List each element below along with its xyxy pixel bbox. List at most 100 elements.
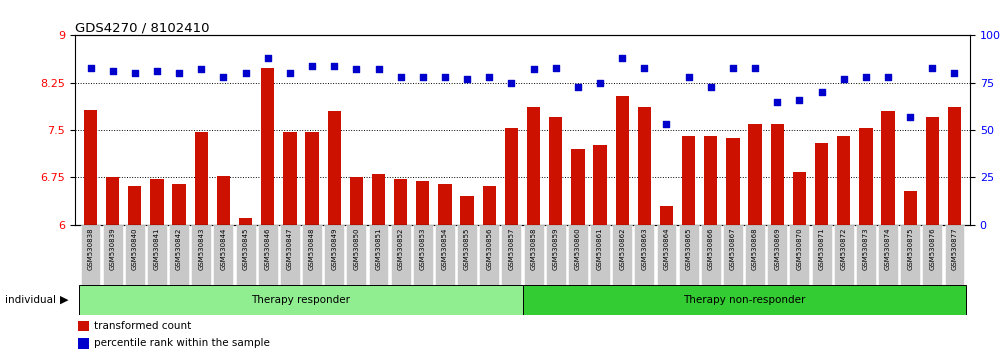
Bar <box>283 132 297 225</box>
Text: GSM530865: GSM530865 <box>686 228 692 270</box>
Point <box>725 65 741 70</box>
Point <box>858 74 874 80</box>
Bar <box>660 206 673 225</box>
Point <box>570 84 586 89</box>
FancyBboxPatch shape <box>125 225 145 285</box>
Bar <box>78 320 89 331</box>
FancyBboxPatch shape <box>634 225 654 285</box>
Point <box>703 84 719 89</box>
Point <box>636 65 652 70</box>
Bar <box>837 136 850 225</box>
FancyBboxPatch shape <box>302 225 322 285</box>
FancyBboxPatch shape <box>324 225 344 285</box>
Bar <box>460 196 474 225</box>
Bar <box>195 132 208 225</box>
Point <box>880 74 896 80</box>
Bar <box>549 117 562 225</box>
FancyBboxPatch shape <box>213 225 233 285</box>
Text: GSM530852: GSM530852 <box>398 228 404 270</box>
Bar <box>571 149 585 225</box>
Point <box>526 67 542 72</box>
Bar <box>261 68 274 225</box>
Point <box>149 69 165 74</box>
Point <box>83 65 99 70</box>
Point <box>924 65 940 70</box>
FancyBboxPatch shape <box>789 225 809 285</box>
Text: GSM530856: GSM530856 <box>486 228 492 270</box>
FancyBboxPatch shape <box>590 225 610 285</box>
Text: GSM530842: GSM530842 <box>176 228 182 270</box>
FancyBboxPatch shape <box>280 225 300 285</box>
FancyBboxPatch shape <box>856 225 876 285</box>
Bar <box>328 111 341 225</box>
Bar <box>79 285 522 315</box>
Text: GSM530876: GSM530876 <box>929 228 935 270</box>
Point <box>393 74 409 80</box>
FancyBboxPatch shape <box>346 225 366 285</box>
Text: GSM530872: GSM530872 <box>841 228 847 270</box>
Text: GSM530863: GSM530863 <box>641 228 647 270</box>
FancyBboxPatch shape <box>147 225 167 285</box>
Bar <box>438 184 452 225</box>
Bar <box>394 179 407 225</box>
Bar <box>527 107 540 225</box>
Text: GSM530860: GSM530860 <box>575 228 581 270</box>
Point <box>681 74 697 80</box>
Text: GSM530840: GSM530840 <box>132 228 138 270</box>
FancyBboxPatch shape <box>945 225 964 285</box>
Bar <box>948 107 961 225</box>
Point <box>171 70 187 76</box>
FancyBboxPatch shape <box>258 225 278 285</box>
Point <box>260 55 276 61</box>
Bar <box>638 107 651 225</box>
Point <box>614 55 630 61</box>
FancyBboxPatch shape <box>657 225 676 285</box>
Bar <box>350 177 363 225</box>
Point <box>481 74 497 80</box>
FancyBboxPatch shape <box>413 225 433 285</box>
Point <box>437 74 453 80</box>
Text: GSM530874: GSM530874 <box>885 228 891 270</box>
Text: GSM530868: GSM530868 <box>752 228 758 270</box>
FancyBboxPatch shape <box>81 225 100 285</box>
FancyBboxPatch shape <box>878 225 898 285</box>
Bar <box>815 143 828 225</box>
Point <box>371 67 387 72</box>
Text: GSM530869: GSM530869 <box>774 228 780 270</box>
FancyBboxPatch shape <box>546 225 566 285</box>
FancyBboxPatch shape <box>236 225 256 285</box>
Text: GSM530846: GSM530846 <box>265 228 271 270</box>
Point <box>282 70 298 76</box>
Bar <box>859 128 873 225</box>
Bar <box>305 132 319 225</box>
Text: GSM530859: GSM530859 <box>553 228 559 270</box>
Text: Therapy non-responder: Therapy non-responder <box>683 295 805 305</box>
Text: GSM530862: GSM530862 <box>619 228 625 270</box>
Bar <box>881 111 895 225</box>
FancyBboxPatch shape <box>767 225 787 285</box>
FancyBboxPatch shape <box>701 225 721 285</box>
Text: GSM530877: GSM530877 <box>951 228 957 270</box>
Point <box>946 70 962 76</box>
Point <box>902 114 918 120</box>
Bar <box>793 172 806 225</box>
Text: percentile rank within the sample: percentile rank within the sample <box>94 338 270 348</box>
Bar <box>106 177 119 225</box>
Bar <box>593 145 607 225</box>
Bar <box>771 124 784 225</box>
Bar <box>616 96 629 225</box>
Bar <box>239 218 252 225</box>
FancyBboxPatch shape <box>834 225 854 285</box>
Text: GSM530843: GSM530843 <box>198 228 204 270</box>
Text: GSM530861: GSM530861 <box>597 228 603 270</box>
Point <box>459 76 475 82</box>
FancyBboxPatch shape <box>568 225 588 285</box>
Bar <box>483 185 496 225</box>
Bar <box>84 110 97 225</box>
Bar <box>416 181 429 225</box>
FancyBboxPatch shape <box>524 225 544 285</box>
Point <box>238 70 254 76</box>
Point <box>658 121 674 127</box>
Bar <box>217 176 230 225</box>
Point <box>348 67 364 72</box>
